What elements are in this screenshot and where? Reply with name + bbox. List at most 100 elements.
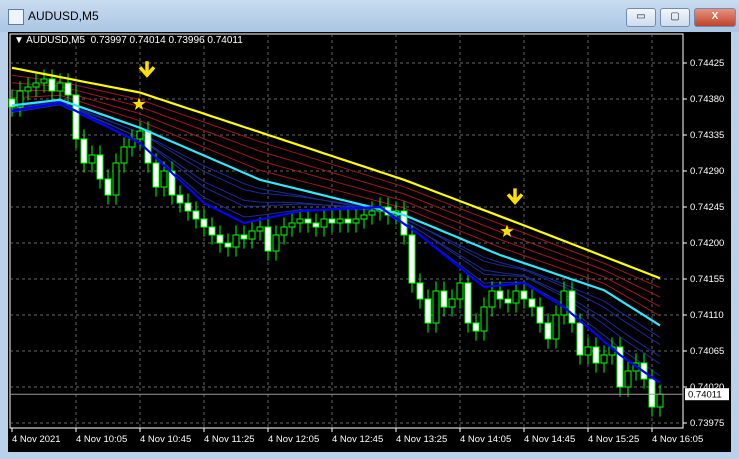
blue-ma-line bbox=[11, 101, 661, 384]
y-tick-label: 0.74290 bbox=[690, 166, 724, 177]
candle bbox=[440, 281, 448, 317]
candle-body bbox=[536, 306, 544, 324]
x-tick-label: 4 Nov 14:05 bbox=[460, 434, 511, 445]
candle-body bbox=[312, 222, 320, 228]
minimize-button[interactable]: ▭ bbox=[626, 8, 656, 27]
candle-body bbox=[320, 218, 328, 228]
x-tick-label: 4 Nov 12:45 bbox=[332, 434, 383, 445]
candle-body bbox=[656, 393, 664, 408]
legend-symbol: AUDUSD,M5 bbox=[26, 35, 86, 46]
chart-area[interactable]: 0.74425 0.74380 0.74335 0.74290 0.74245 0.742… bbox=[8, 32, 731, 452]
star-icon bbox=[132, 97, 146, 110]
x-tick-label: 4 Nov 13:25 bbox=[396, 434, 447, 445]
candle bbox=[448, 289, 456, 317]
candle bbox=[416, 273, 424, 309]
candle-body bbox=[96, 154, 104, 180]
candle bbox=[328, 209, 336, 233]
x-tick-label: 4 Nov 14:45 bbox=[524, 434, 575, 445]
candle-body bbox=[16, 90, 24, 108]
candle bbox=[256, 217, 264, 241]
candle-body bbox=[568, 290, 576, 324]
candle-body bbox=[152, 162, 160, 188]
candle-body bbox=[224, 242, 232, 248]
candle bbox=[152, 153, 160, 197]
candle-body bbox=[328, 218, 336, 224]
candle-body bbox=[544, 322, 552, 340]
down-arrow-icon bbox=[138, 61, 156, 78]
candle-body bbox=[440, 290, 448, 308]
blue-band-ma-line bbox=[11, 103, 661, 358]
candle-body bbox=[136, 130, 144, 140]
candle-body bbox=[600, 354, 608, 364]
candle bbox=[112, 153, 120, 205]
price-chart[interactable]: 0.74425 0.74380 0.74335 0.74290 0.74245 0.742… bbox=[8, 32, 731, 452]
candle-body bbox=[360, 214, 368, 220]
maximize-button[interactable]: ▢ bbox=[660, 8, 690, 27]
candle bbox=[8, 89, 16, 117]
candle-body bbox=[472, 322, 480, 332]
candle-body bbox=[168, 170, 176, 196]
candle-body bbox=[216, 234, 224, 244]
y-tick-label: 0.73975 bbox=[690, 418, 724, 429]
candle bbox=[200, 209, 208, 237]
candle bbox=[264, 217, 272, 261]
candle-body bbox=[584, 346, 592, 356]
chart-window-icon bbox=[8, 9, 24, 25]
candle bbox=[528, 289, 536, 317]
candle bbox=[504, 289, 512, 313]
candle bbox=[24, 77, 32, 101]
y-tick-label: 0.74155 bbox=[690, 274, 724, 285]
candle-body bbox=[232, 234, 240, 248]
chart-legend: ▼ AUDUSD,M5 0.73997 0.74014 0.73996 0.74… bbox=[14, 35, 243, 46]
candle bbox=[304, 209, 312, 233]
candle-body bbox=[424, 298, 432, 324]
candle bbox=[656, 384, 664, 417]
candle bbox=[584, 337, 592, 365]
x-tick-label: 4 Nov 11:25 bbox=[204, 434, 255, 445]
candle-body bbox=[120, 146, 128, 164]
candle-body bbox=[528, 298, 536, 308]
candle bbox=[600, 345, 608, 373]
candle-body bbox=[648, 378, 656, 408]
candle-body bbox=[464, 282, 472, 324]
candle-body bbox=[416, 282, 424, 300]
candle bbox=[312, 213, 320, 237]
candle bbox=[88, 145, 96, 173]
candle-body bbox=[448, 298, 456, 308]
x-tick-label: 4 Nov 16:05 bbox=[652, 434, 703, 445]
candle bbox=[624, 361, 632, 397]
candle-body bbox=[112, 162, 120, 196]
window-title: AUDUSD,M5 bbox=[28, 9, 99, 23]
candle-body bbox=[624, 370, 632, 388]
red-ma-line bbox=[11, 82, 661, 298]
candle-body bbox=[40, 78, 48, 84]
candle bbox=[480, 297, 488, 341]
candle bbox=[320, 209, 328, 237]
blue-band-ma-line bbox=[11, 100, 661, 346]
y-tick-label: 0.74245 bbox=[690, 202, 724, 213]
close-button[interactable]: X bbox=[694, 8, 736, 27]
candle bbox=[248, 221, 256, 249]
cyan-ma-line bbox=[11, 98, 661, 327]
plot-frame bbox=[9, 33, 684, 429]
yellow-ma-line bbox=[11, 66, 661, 280]
candle-body bbox=[408, 234, 416, 284]
candle-body bbox=[336, 218, 344, 224]
candle-body bbox=[256, 226, 264, 232]
candle-body bbox=[8, 98, 16, 108]
candle-body bbox=[432, 290, 440, 324]
legend-triangle-icon[interactable]: ▼ bbox=[14, 35, 24, 46]
candle-body bbox=[24, 86, 32, 92]
candle-body bbox=[208, 226, 216, 236]
candle bbox=[208, 217, 216, 245]
candle bbox=[568, 281, 576, 333]
candle bbox=[96, 145, 104, 189]
current-price-box bbox=[685, 388, 729, 401]
candle-body bbox=[504, 298, 512, 304]
candle-body bbox=[480, 306, 488, 332]
candle-body bbox=[352, 218, 360, 224]
candle bbox=[160, 161, 168, 197]
candle bbox=[80, 129, 88, 173]
x-tick-label: 4 Nov 2021 bbox=[12, 434, 61, 445]
candle bbox=[616, 337, 624, 397]
